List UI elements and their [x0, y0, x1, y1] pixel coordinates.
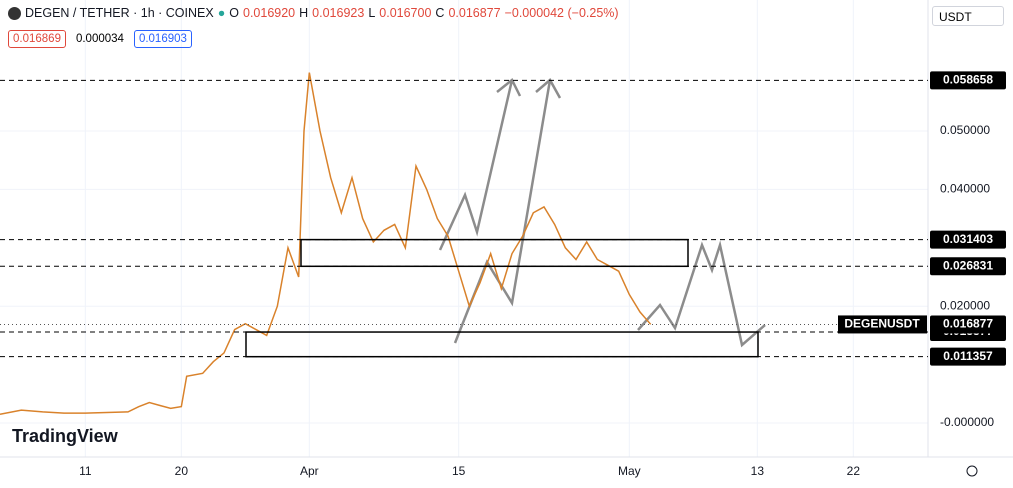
last-price-bg [930, 315, 1006, 334]
x-tick-label: 22 [847, 464, 861, 478]
title: DEGEN / TETHER · 1h · COINEX [25, 6, 214, 20]
ohlc-value: 0.016923 [312, 6, 365, 20]
symbol-label: DEGENUSDT [844, 317, 920, 331]
level-label-bg [930, 71, 1006, 90]
ohlc-value: 0.016700 [379, 6, 432, 20]
level-label: 0.031403 [943, 232, 993, 246]
arrow [438, 79, 514, 251]
badges: 0.016869 0.000034 0.016903 [8, 30, 192, 48]
brand: TradingView [12, 426, 118, 446]
level-label: 0.058658 [943, 73, 993, 87]
symbol-icon [8, 6, 21, 20]
symbol-label-bg [838, 315, 927, 334]
y-tick-label: -0.000000 [940, 415, 994, 429]
price-line [0, 72, 652, 415]
level-label: 0.026831 [943, 258, 993, 272]
x-tick-label: 13 [751, 464, 765, 478]
zone-box [300, 238, 689, 268]
zone-box [245, 331, 759, 358]
header: DEGEN / TETHER · 1h · COINEX ● O 0.016920… [8, 6, 619, 20]
settings-icon[interactable] [966, 465, 978, 477]
x-tick-label: May [618, 464, 641, 478]
y-tick-label: 0.020000 [940, 298, 990, 312]
level-label-bg [930, 257, 1006, 276]
ohlc-name: O [229, 6, 239, 20]
ohlc-value: 0.016920 [243, 6, 296, 20]
level-label: 0.011357 [943, 349, 993, 363]
spread: 0.000034 [75, 33, 124, 45]
last-price-label: 0.016877 [943, 317, 993, 331]
ohlc-name: C [435, 6, 445, 20]
y-tick-label: 0.050000 [940, 123, 990, 137]
x-tick-label: 20 [175, 464, 189, 478]
currency-select[interactable]: USDT [932, 6, 1004, 26]
level-label-bg [930, 230, 1006, 249]
change: −0.000042 (−0.25%) [504, 6, 619, 20]
projection-arrows [438, 78, 766, 348]
arrow-head [496, 78, 522, 97]
x-tick-label: 11 [79, 464, 92, 478]
sell-price[interactable]: 0.016869 [8, 30, 66, 48]
status-dot: ● [217, 6, 226, 20]
ohlc-value: 0.016877 [448, 6, 501, 20]
x-tick-label: Apr [300, 464, 319, 478]
ohlc-name: H [299, 6, 309, 20]
level-label-bg [930, 347, 1006, 366]
x-tick-label: 15 [452, 464, 466, 478]
buy-price[interactable]: 0.016903 [133, 30, 192, 48]
arrow [637, 240, 766, 348]
y-tick-label: 0.040000 [940, 182, 990, 196]
ohlc-name: L [368, 6, 376, 20]
